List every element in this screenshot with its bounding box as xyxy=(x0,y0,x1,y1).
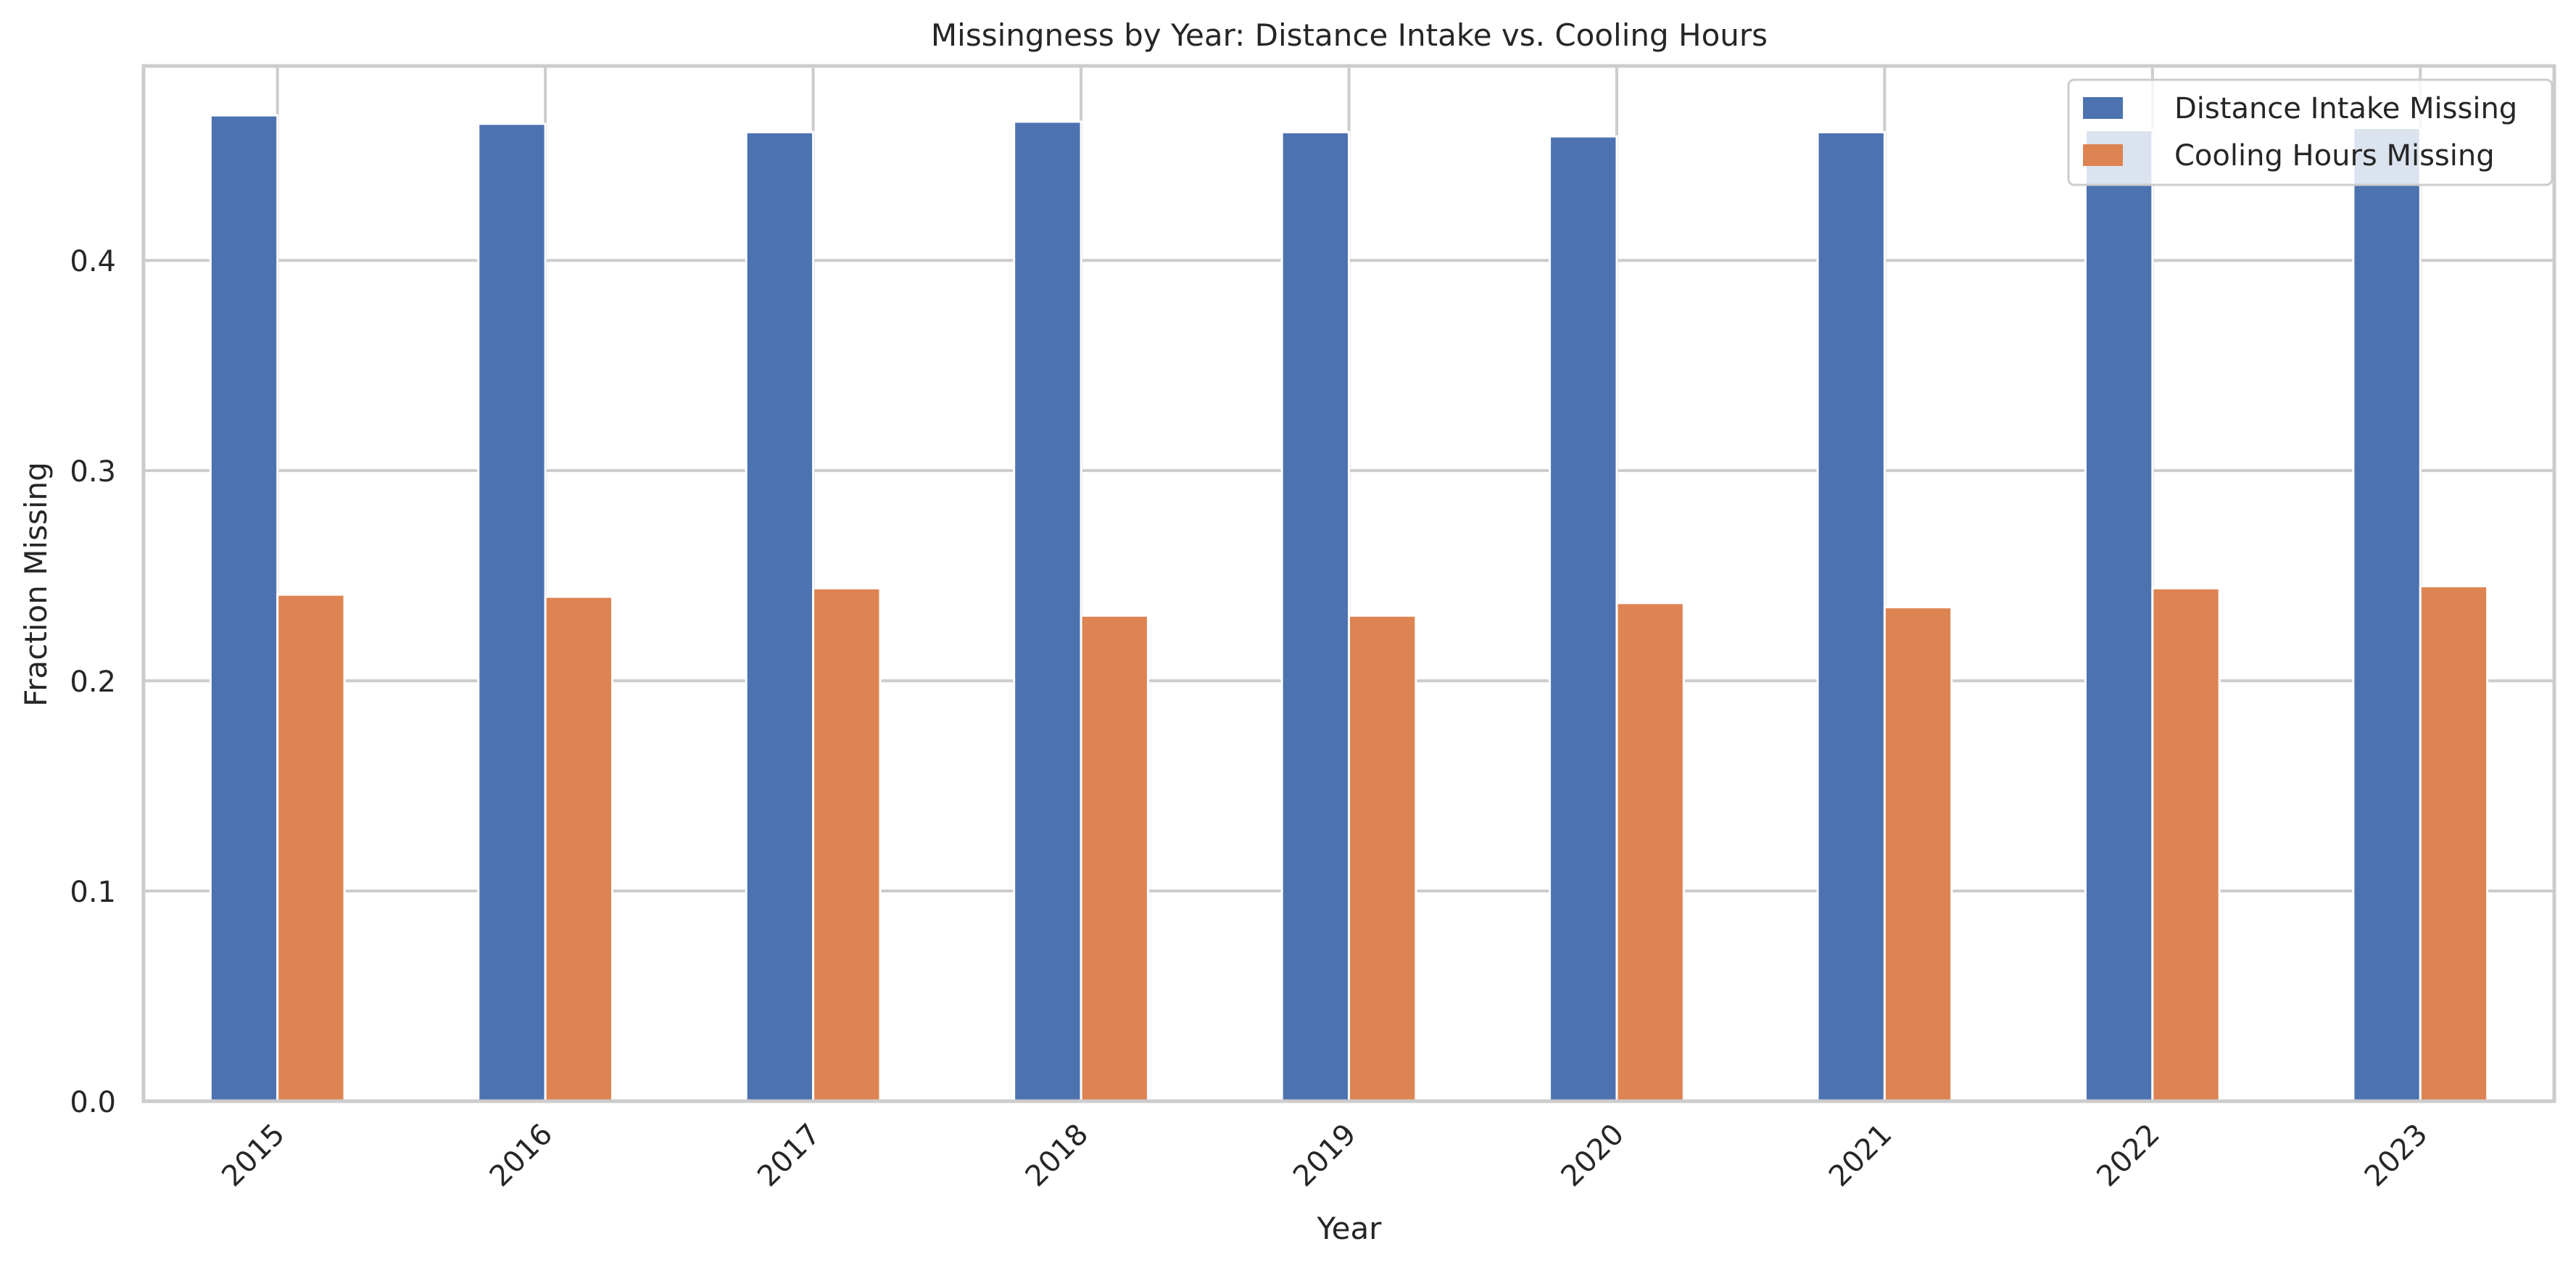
legend-box xyxy=(2067,78,2554,186)
bar-distance-intake-2017 xyxy=(745,130,815,1103)
bar-distance-intake-2021 xyxy=(1816,130,1886,1103)
bar-distance-intake-2023 xyxy=(2352,127,2422,1103)
bar-cooling-hours-2021 xyxy=(1883,606,1953,1103)
x-axis-label: Year xyxy=(1317,1211,1383,1246)
bar-distance-intake-2015 xyxy=(209,114,279,1103)
plot-frame xyxy=(141,64,2556,1103)
bar-cooling-hours-2016 xyxy=(544,595,614,1103)
legend: Distance Intake Missing Cooling Hours Mis… xyxy=(2067,78,2554,186)
y-tick-label: 0.1 xyxy=(70,876,116,909)
bar-distance-intake-2020 xyxy=(1549,135,1618,1103)
bar-distance-intake-2018 xyxy=(1013,120,1082,1103)
y-tick-label: 0.2 xyxy=(70,665,116,699)
y-tick-label: 0.0 xyxy=(70,1086,116,1119)
y-tick-label: 0.4 xyxy=(70,245,116,278)
chart-title: Missingness by Year: Distance Intake vs.… xyxy=(931,17,1768,53)
bar-cooling-hours-2017 xyxy=(812,587,882,1103)
bar-cooling-hours-2018 xyxy=(1080,614,1149,1103)
bar-cooling-hours-2019 xyxy=(1348,614,1417,1103)
bar-cooling-hours-2020 xyxy=(1615,602,1685,1103)
bar-distance-intake-2016 xyxy=(477,123,547,1103)
bar-cooling-hours-2023 xyxy=(2419,585,2489,1103)
legend-swatch xyxy=(2083,97,2123,119)
bar-cooling-hours-2015 xyxy=(276,593,346,1103)
legend-swatch xyxy=(2083,144,2123,166)
bar-cooling-hours-2022 xyxy=(2151,587,2221,1103)
legend-label: Distance Intake Missing xyxy=(2174,92,2517,125)
y-tick-labels: 0.0 0.1 0.2 0.3 0.4 xyxy=(70,245,116,1119)
y-tick-label: 0.3 xyxy=(70,455,116,489)
y-axis-label: Fraction Missing xyxy=(18,462,54,707)
bars xyxy=(209,114,2489,1103)
bar-distance-intake-2019 xyxy=(1280,130,1351,1103)
bar-distance-intake-2022 xyxy=(2084,128,2154,1103)
legend-label: Cooling Hours Missing xyxy=(2174,139,2495,173)
